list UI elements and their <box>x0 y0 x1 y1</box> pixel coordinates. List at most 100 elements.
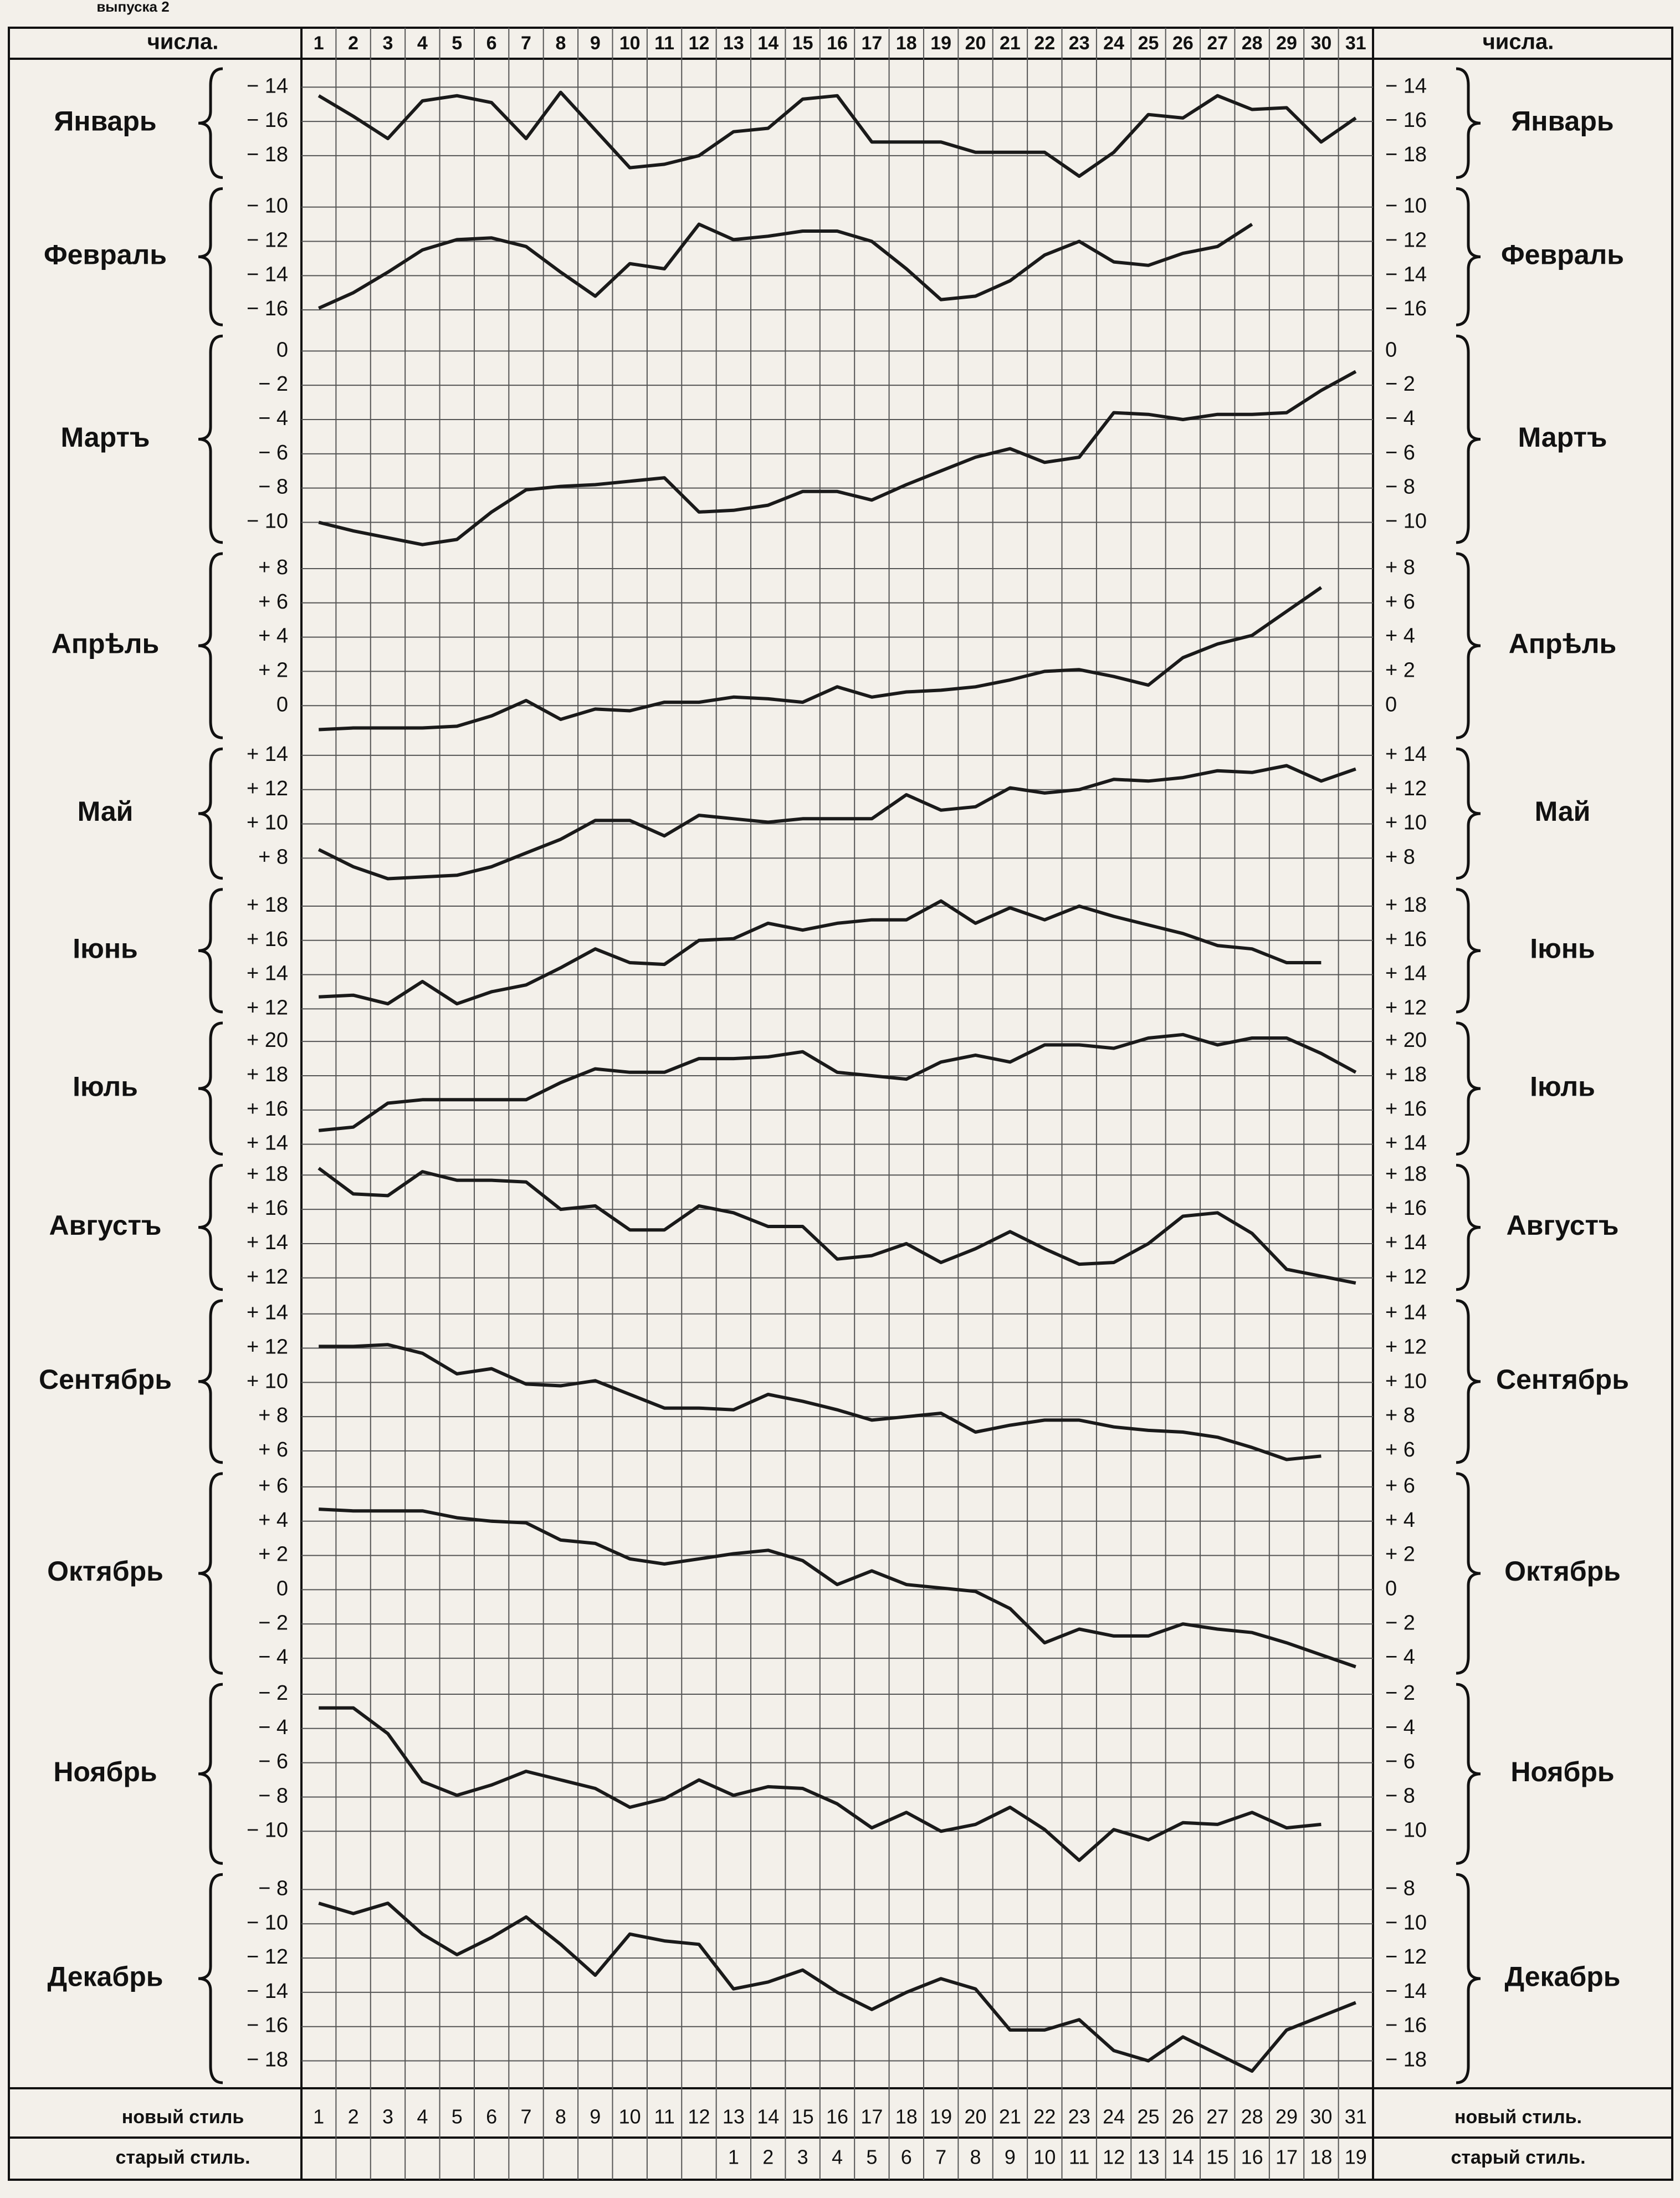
old-style-day: 18 <box>1310 2146 1332 2169</box>
day-label: 24 <box>1103 33 1124 54</box>
temperature-line <box>319 1706 1322 1862</box>
month-left: Май <box>78 796 134 827</box>
new-style-day: 5 <box>452 2105 463 2128</box>
day-label: 11 <box>654 33 674 54</box>
y-tick-label-right: + 14 <box>1385 962 1427 985</box>
brace-right <box>1456 552 1481 739</box>
y-tick-label-right: − 16 <box>1385 109 1427 132</box>
day-label: 30 <box>1311 33 1332 54</box>
y-tick-label-right: + 4 <box>1385 625 1415 648</box>
y-tick-label-right: + 8 <box>1385 556 1415 579</box>
new-style-day: 29 <box>1276 2105 1298 2128</box>
month-right: Февраль <box>1501 239 1624 270</box>
brace-right <box>1456 1472 1481 1675</box>
day-label: 10 <box>619 33 641 54</box>
y-tick-label-left: + 10 <box>247 811 288 835</box>
y-tick-label-left: − 14 <box>247 263 288 286</box>
y-tick-label-left: − 4 <box>258 407 288 430</box>
y-tick-label-left: + 16 <box>247 1097 288 1121</box>
temperature-line <box>319 1507 1356 1669</box>
brace-right <box>1456 888 1481 1014</box>
y-tick-label-right: + 12 <box>1385 1336 1427 1359</box>
day-label: 6 <box>486 33 497 54</box>
y-tick-label-left: + 8 <box>258 556 288 579</box>
y-tick-label-left: + 18 <box>247 1063 288 1086</box>
old-style-day: 6 <box>901 2146 912 2169</box>
old-style-day: 2 <box>762 2146 774 2169</box>
y-tick-label-right: + 12 <box>1385 777 1427 800</box>
month-left: Іюль <box>73 1071 138 1102</box>
brace-left <box>198 1163 223 1291</box>
brace-right <box>1456 747 1481 880</box>
y-tick-label-left: + 12 <box>247 1265 288 1289</box>
new-style-day: 19 <box>930 2105 952 2128</box>
new-style-day: 2 <box>348 2105 359 2128</box>
frame <box>8 27 1673 2181</box>
new-style-day: 20 <box>965 2105 987 2128</box>
y-tick-label-right: + 16 <box>1385 1197 1427 1220</box>
month-left: Сентябрь <box>39 1364 172 1395</box>
y-tick-label-right: + 6 <box>1385 1474 1415 1497</box>
y-tick-label-left: + 14 <box>247 1132 288 1155</box>
y-tick-label-left: − 10 <box>247 1911 288 1934</box>
y-tick-label-right: − 14 <box>1385 1980 1427 2003</box>
temperature-line <box>317 764 1356 881</box>
y-tick-label-right: + 12 <box>1385 1265 1427 1289</box>
new-style-day: 15 <box>792 2105 814 2128</box>
day-label: 19 <box>930 33 951 54</box>
y-tick-label-right: − 2 <box>1385 1611 1415 1634</box>
month-right: Декабрь <box>1504 1961 1620 1992</box>
y-tick-label-left: + 18 <box>247 893 288 917</box>
new-style-day: 4 <box>417 2105 428 2128</box>
y-tick-label-right: + 10 <box>1385 811 1427 835</box>
y-tick-label-right: + 4 <box>1385 1509 1415 1532</box>
y-tick-label-left: − 6 <box>258 1750 288 1773</box>
new-style-day: 24 <box>1103 2105 1125 2128</box>
new-style-day: 17 <box>861 2105 883 2128</box>
old-style-day: 13 <box>1137 2146 1159 2169</box>
y-tick-label-left: − 10 <box>247 1818 288 1842</box>
y-tick-label-right: + 16 <box>1385 928 1427 951</box>
y-tick-label-right: − 6 <box>1385 1750 1415 1773</box>
old-style-day: 16 <box>1241 2146 1263 2169</box>
old-style-day: 7 <box>935 2146 946 2169</box>
y-tick-label-left: − 4 <box>258 1645 288 1669</box>
day-label: 15 <box>792 33 813 54</box>
new-style-day: 30 <box>1310 2105 1332 2128</box>
new-style-day: 25 <box>1137 2105 1159 2128</box>
brace-left <box>198 1873 223 2084</box>
y-tick-label-right: + 6 <box>1385 590 1415 614</box>
y-tick-label-right: − 2 <box>1385 372 1415 396</box>
old-style-left: старый стиль. <box>115 2147 250 2168</box>
y-tick-label-right: + 6 <box>1385 1438 1415 1461</box>
day-label: 12 <box>689 33 710 54</box>
day-label: 17 <box>861 33 882 54</box>
month-left: Іюнь <box>73 933 138 964</box>
new-style-day: 21 <box>999 2105 1021 2128</box>
brace-right <box>1456 1021 1481 1156</box>
day-label: 25 <box>1138 33 1159 54</box>
month-left: Ноябрь <box>53 1756 157 1787</box>
y-tick-label-left: − 16 <box>247 109 288 132</box>
new-style-day: 12 <box>688 2105 710 2128</box>
month-right: Іюнь <box>1530 933 1595 964</box>
brace-left <box>198 1021 223 1156</box>
y-tick-label-left: + 14 <box>247 743 288 766</box>
month-left: Мартъ <box>61 422 150 453</box>
y-tick-label-right: + 2 <box>1385 1543 1415 1566</box>
y-tick-label-left: − 2 <box>258 372 288 396</box>
temperature-line <box>317 222 1253 310</box>
day-label: 14 <box>757 33 778 54</box>
brace-right <box>1456 1683 1481 1865</box>
old-style-right: старый стиль. <box>1451 2147 1585 2168</box>
new-style-day: 23 <box>1068 2105 1090 2128</box>
y-tick-label-left: − 14 <box>247 1980 288 2003</box>
old-style-day: 4 <box>832 2146 843 2169</box>
new-style-day: 6 <box>486 2105 497 2128</box>
new-style-day: 8 <box>555 2105 566 2128</box>
month-right: Ноябрь <box>1510 1756 1614 1787</box>
temperature-line <box>317 1167 1356 1285</box>
temperature-line <box>318 1032 1357 1132</box>
y-tick-label-left: 0 <box>276 338 288 361</box>
y-tick-label-right: + 18 <box>1385 1063 1427 1086</box>
